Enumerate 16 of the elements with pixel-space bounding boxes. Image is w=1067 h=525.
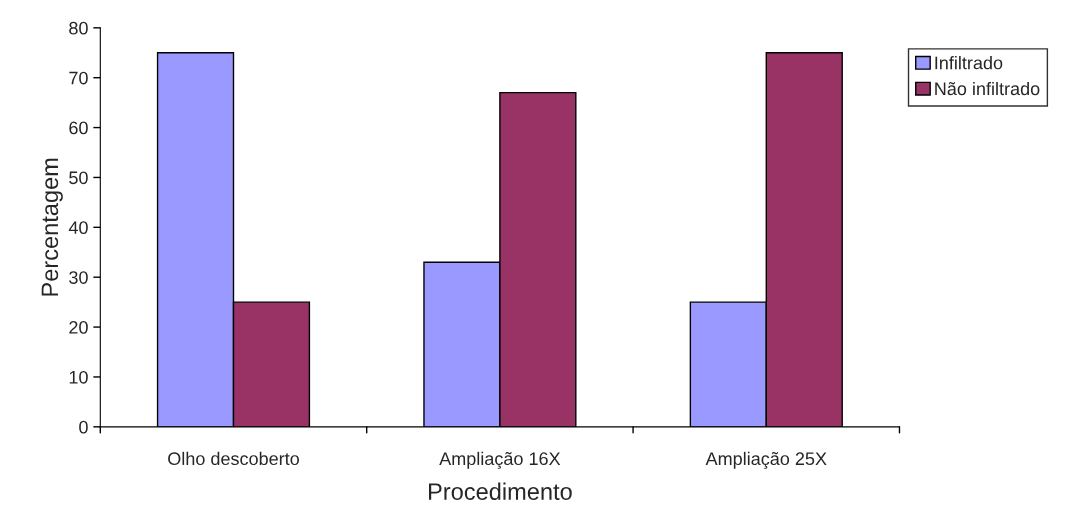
y-tick-label: 20 bbox=[69, 321, 88, 334]
legend-label: Não infiltrado bbox=[935, 81, 1040, 96]
y-tick-label: 40 bbox=[68, 221, 88, 235]
y-axis-title: Percentagem bbox=[41, 158, 63, 296]
y-tick-label: 10 bbox=[69, 370, 88, 384]
x-tick-label: Ampliação 16X bbox=[439, 451, 561, 469]
x-axis-title: Procedimento bbox=[428, 482, 572, 500]
y-tick-label: 60 bbox=[69, 121, 88, 135]
x-tick-label: Olho descoberto bbox=[168, 451, 299, 466]
y-tick-label: 70 bbox=[69, 71, 88, 85]
legend-label: Infiltrado bbox=[935, 56, 1003, 70]
x-tick-label: Ampliação 25X bbox=[705, 451, 827, 469]
y-tick-label: 50 bbox=[69, 171, 88, 185]
y-tick-label: 30 bbox=[69, 271, 88, 284]
y-tick-label: 80 bbox=[69, 21, 88, 35]
y-tick-label: 0 bbox=[79, 420, 88, 434]
